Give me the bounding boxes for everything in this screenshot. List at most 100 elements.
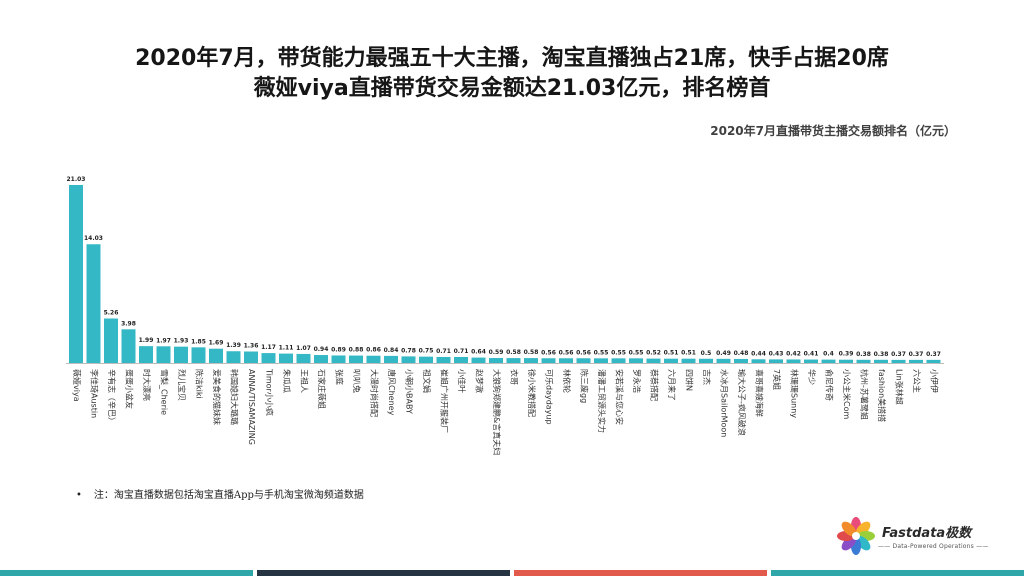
category-label: fashion美搭搭 <box>877 369 887 422</box>
category-label: 祖文娟 <box>422 369 432 393</box>
data-label: 0.38 <box>856 351 871 358</box>
data-label: 1.93 <box>174 338 189 345</box>
data-label: 0.71 <box>436 348 451 355</box>
data-label: 0.58 <box>524 349 539 356</box>
page-title: 2020年7月，带货能力最强五十大主播，淘宝直播独占21席，快手占据20席 薇娅… <box>0 44 1024 104</box>
bottom-bar-segment <box>0 570 253 576</box>
category-label: 喜哥喜嫂海鲜 <box>755 369 765 417</box>
bar <box>104 318 118 363</box>
category-label: 林依轮 <box>562 369 572 393</box>
data-label: 0.5 <box>701 350 712 357</box>
bar <box>401 356 416 363</box>
data-label: 1.97 <box>156 337 171 344</box>
category-label: 大漫时尚搭配 <box>370 369 380 417</box>
bar <box>419 356 433 363</box>
bar <box>751 359 766 363</box>
bar <box>594 358 608 363</box>
category-label: 小公主米Com <box>842 369 852 419</box>
category-label: 陈三废gg <box>580 369 590 403</box>
bar <box>436 356 451 363</box>
data-label: 0.56 <box>541 349 556 356</box>
bar <box>349 355 363 363</box>
category-label: 时大漂亮 <box>142 369 152 401</box>
flower-logo-icon <box>837 517 875 555</box>
category-label: 蛋蛋小盆友 <box>125 369 135 409</box>
bar <box>506 358 521 363</box>
bar <box>471 357 486 363</box>
data-label: 0.43 <box>769 350 784 357</box>
category-label: ANNA/TISAMAZING <box>247 369 256 445</box>
title-line-1: 2020年7月，带货能力最强五十大主播，淘宝直播独占21席，快手占据20席 <box>135 46 889 71</box>
bar <box>69 185 83 363</box>
data-label: 0.56 <box>576 349 591 356</box>
bar <box>874 359 888 363</box>
data-label: 0.71 <box>454 348 469 355</box>
category-label: 俞尼传奇 <box>825 369 835 401</box>
bar <box>279 353 293 363</box>
data-label: 0.37 <box>891 351 906 358</box>
data-label: 0.55 <box>629 349 644 356</box>
category-label: 朱瓜瓜 <box>282 369 292 393</box>
category-label: 罗永浩 <box>632 369 642 393</box>
bar <box>856 359 871 363</box>
bar <box>541 358 556 363</box>
data-label: 1.11 <box>279 345 294 352</box>
category-label: 大狼狗郑建鹏&言真夫妇 <box>492 369 502 455</box>
data-label: 0.37 <box>926 351 941 358</box>
category-label: 六月来了 <box>667 369 677 401</box>
bar <box>891 359 906 363</box>
data-label: 0.37 <box>909 351 924 358</box>
category-label: 石家庄薇姐 <box>317 369 327 409</box>
data-label: 1.36 <box>244 342 259 349</box>
category-label: 雪梨_Cherie <box>160 369 170 415</box>
data-label: 1.07 <box>296 345 311 352</box>
data-label: 0.58 <box>506 349 521 356</box>
category-label: 安若溪与您心安 <box>615 369 625 425</box>
bar <box>191 347 206 363</box>
chart-title: 2020年7月直播带货主播交易额排名（亿元） <box>710 124 956 138</box>
bar <box>454 356 468 363</box>
category-label: 王祖人 <box>300 369 310 393</box>
bottom-bar-segment <box>514 570 767 576</box>
bar <box>681 358 696 363</box>
data-label: 1.85 <box>191 338 206 345</box>
data-label: 0.51 <box>664 350 679 357</box>
data-label: 0.88 <box>349 347 364 354</box>
category-label: 赵梦澈 <box>475 369 485 393</box>
bar <box>804 359 818 363</box>
category-label: Timor小小疯 <box>265 368 275 416</box>
category-label: 潘潘工贸源头实力 <box>597 369 607 433</box>
data-label: 0.84 <box>384 347 399 354</box>
bar <box>296 353 311 363</box>
bar <box>629 358 643 363</box>
data-label: 1.39 <box>226 342 241 349</box>
bar <box>734 358 748 363</box>
category-label: 徐小米教搭配 <box>527 369 537 417</box>
category-label: 烈儿宝贝 <box>177 369 187 401</box>
category-label: 张庭 <box>335 369 345 385</box>
bottom-bar-segment <box>771 570 1024 576</box>
bar <box>261 353 276 363</box>
category-label: 六公主 <box>912 369 922 393</box>
bar <box>209 348 223 363</box>
data-label: 0.75 <box>419 348 434 355</box>
category-label: 可乐daydayup <box>545 369 555 425</box>
category-label: 林珊珊Sunny <box>790 369 800 418</box>
category-label: 7英姐 <box>772 369 782 390</box>
category-label: 杭州-苏薯鹭姐 <box>860 369 870 420</box>
bar-chart: 21.03 薇娅viya 14.03 李佳琦Austin 5.26 辛有志（辛巴） 3.98… <box>66 176 944 455</box>
data-label: 0.4 <box>823 351 834 358</box>
bar <box>664 358 678 363</box>
data-label: 0.52 <box>646 350 661 357</box>
data-label: 0.39 <box>839 351 854 358</box>
bar <box>786 359 801 363</box>
category-label: 辛有志（辛巴） <box>107 369 117 425</box>
category-label: 四饼N <box>685 369 695 391</box>
logo-tagline: —— Data-Powered Operations —— <box>878 543 989 550</box>
data-label: 0.44 <box>751 350 766 357</box>
category-label: 水冰月SailorMoon <box>720 369 730 437</box>
bar <box>769 359 783 363</box>
data-label: 0.41 <box>804 351 819 358</box>
data-label: 1.69 <box>209 340 224 347</box>
data-label: 0.51 <box>681 350 696 357</box>
